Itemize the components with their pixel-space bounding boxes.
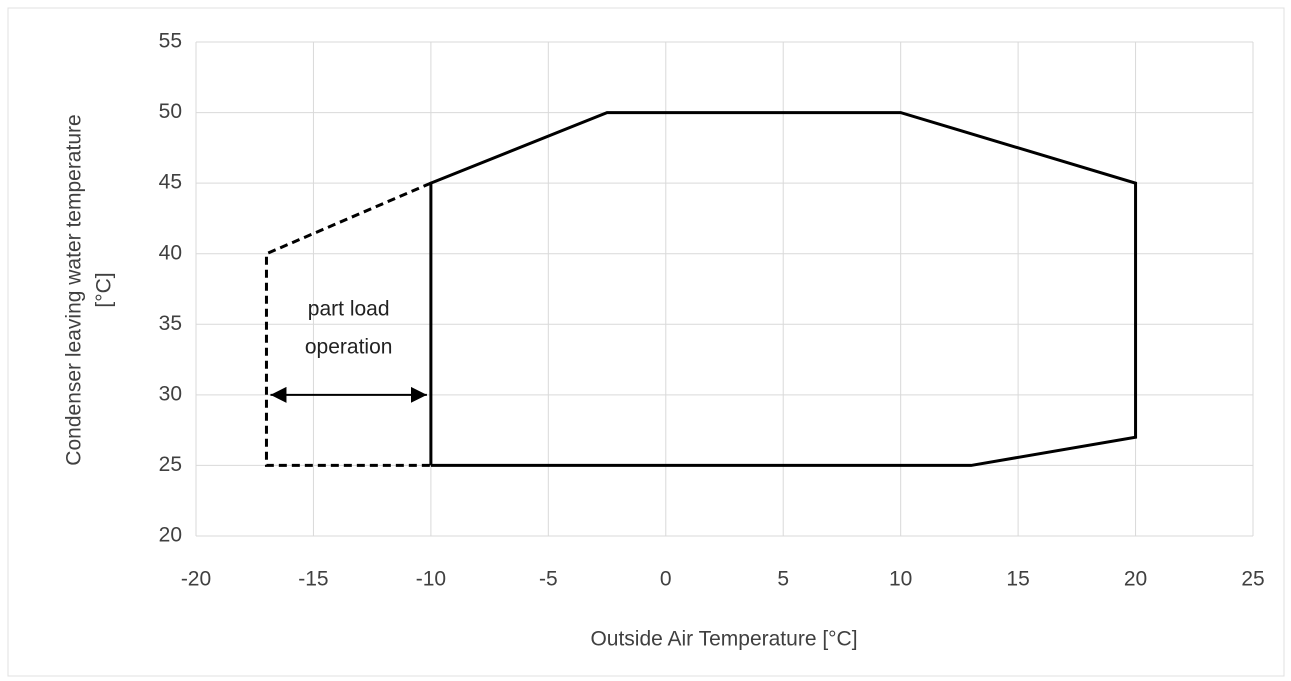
y-tick-label: 35 [159,312,182,335]
x-tick-label: 25 [1241,568,1264,591]
x-tick-label: -15 [298,568,328,591]
annotation-text: operation [305,335,393,358]
y-tick-label: 20 [159,524,182,547]
x-axis-label: Outside Air Temperature [°C] [590,628,857,651]
y-tick-label: 55 [159,30,182,53]
y-tick-label: 50 [159,100,182,123]
frame [7,7,1285,677]
y-tick-label: 25 [159,453,182,476]
x-tick-label: 15 [1006,568,1029,591]
series-line [264,181,432,467]
x-tick-label: -5 [539,568,558,591]
series-line [429,111,1138,467]
x-tick-label: 10 [889,568,912,591]
y-axis-label-line: Condenser leaving water temperature [63,114,86,465]
x-tick-label: 0 [660,568,672,591]
y-tick-label: 40 [159,241,182,264]
x-tick-label: -20 [181,568,211,591]
y-axis-label-line: [°C] [93,272,116,307]
annotation-text: part load [308,297,390,320]
x-tick-label: 20 [1124,568,1147,591]
y-tick-label: 45 [159,171,182,194]
x-tick-label: 5 [777,568,789,591]
y-axis-label: Condenser leaving water temperature [°C] [63,114,116,465]
x-tick-label: -10 [416,568,446,591]
y-tick-label: 30 [159,382,182,405]
